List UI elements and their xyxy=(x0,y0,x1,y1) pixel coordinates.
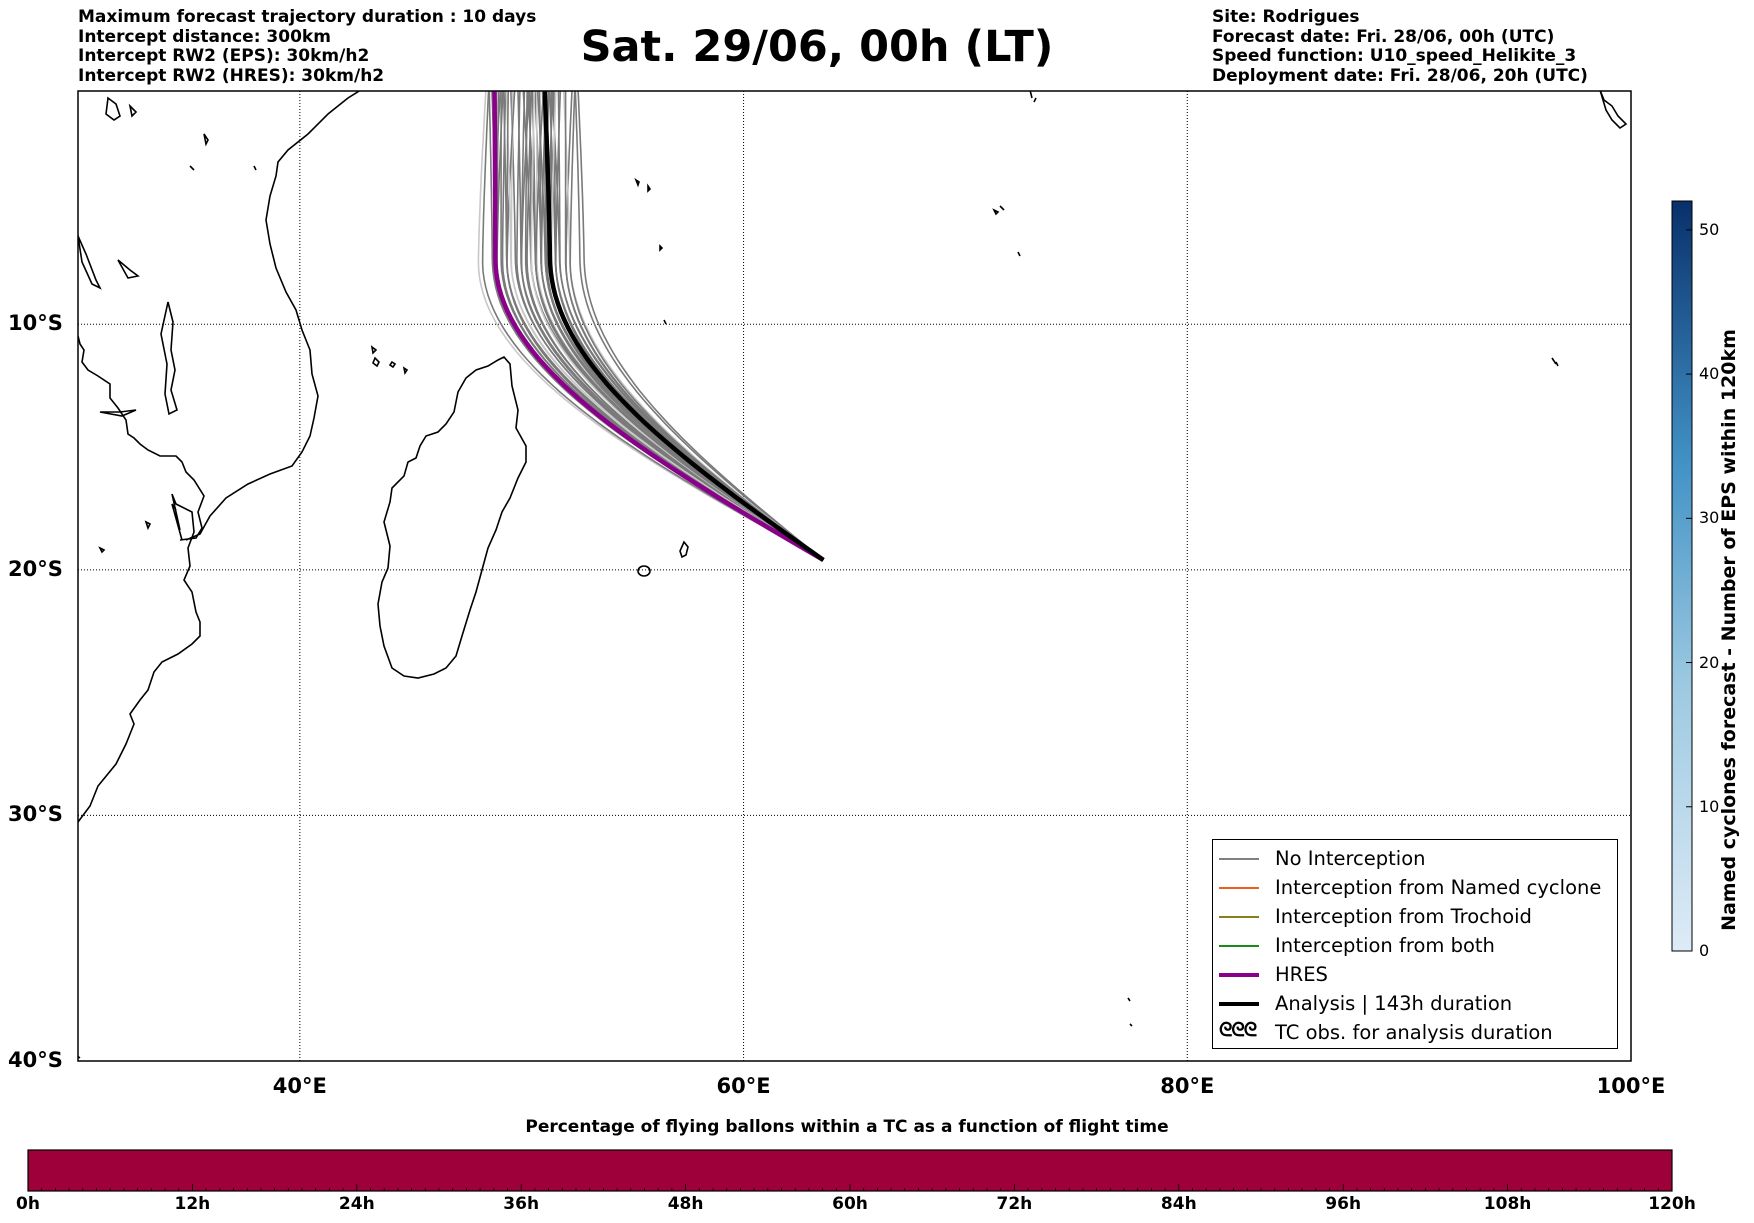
eps-trajectory xyxy=(535,91,824,561)
eps-trajectory xyxy=(551,91,824,561)
legend-label: Analysis | 143h duration xyxy=(1275,992,1513,1015)
eps-trajectory xyxy=(505,91,824,561)
eps-trajectory xyxy=(569,91,824,561)
zanzibar-islands xyxy=(78,96,257,554)
colorbar-tick-label: 0 xyxy=(1699,941,1710,960)
percentage-bar-title: Percentage of flying ballons within a TC… xyxy=(525,1117,1169,1137)
coastlines xyxy=(78,91,1628,1059)
legend-item: No Interception xyxy=(1213,844,1617,873)
legend-swatch xyxy=(1219,887,1259,889)
header-left-line: Intercept RW2 (HRES): 30km/h2 xyxy=(78,65,385,86)
page-title: Sat. 29/06, 00h (LT) xyxy=(580,22,1054,72)
lat-tick-label: 30°S xyxy=(8,802,63,827)
legend-label: Interception from Named cyclone xyxy=(1275,876,1602,899)
eps-trajectory xyxy=(577,91,824,561)
legend-item: Analysis | 143h duration xyxy=(1213,989,1617,1018)
header-right-line: Forecast date: Fri. 28/06, 00h (UTC) xyxy=(1212,26,1555,47)
lon-tick-label: 80°E xyxy=(1160,1074,1215,1098)
lat-tick-label: 10°S xyxy=(8,311,63,336)
header-right-line: Speed function: U10_speed_Helikite_3 xyxy=(1212,46,1577,66)
colorbar-tick-label: 50 xyxy=(1699,219,1720,239)
eps-trajectory xyxy=(477,91,824,561)
lat-tick-label: 20°S xyxy=(8,556,63,581)
seychelles-islands xyxy=(78,91,1628,1059)
percentage-tick-label: 72h xyxy=(996,1194,1033,1214)
eps-trajectory xyxy=(524,91,824,561)
colorbar-ticks xyxy=(1686,229,1692,952)
colorbar-tick-label: 30 xyxy=(1699,508,1720,528)
colorbar-label: Named cyclones forecast - Number of EPS … xyxy=(1718,329,1740,931)
header-right-line: Deployment date: Fri. 28/06, 20h (UTC) xyxy=(1212,65,1588,86)
eps-trajectory xyxy=(505,91,824,561)
hres-trajectory xyxy=(492,91,825,562)
percentage-tick-label: 60h xyxy=(832,1194,868,1214)
colorbar-tick-label: 40 xyxy=(1699,364,1720,384)
percentage-tick-label: 36h xyxy=(503,1194,540,1214)
legend-item: Interception from Named cyclone xyxy=(1213,873,1617,902)
eps-trajectory xyxy=(574,91,824,561)
percentage-tick-label: 120h xyxy=(1648,1194,1696,1214)
legend-label: Interception from Trochoid xyxy=(1275,905,1532,928)
legend-item: Interception from Trochoid xyxy=(1213,902,1617,931)
legend-swatch xyxy=(1219,916,1259,918)
legend-label: No Interception xyxy=(1275,847,1426,870)
legend-swatch xyxy=(1219,945,1259,947)
percentage-tick-label: 12h xyxy=(174,1194,211,1214)
eps-trajectory xyxy=(481,91,824,561)
percentage-tick-label: 84h xyxy=(1160,1194,1197,1214)
comoros-islands xyxy=(370,345,409,376)
legend-swatch xyxy=(1219,1002,1259,1006)
eps-trajectory xyxy=(562,91,824,561)
legend-item: Interception from both xyxy=(1213,931,1617,960)
header-left-line: Maximum forecast trajectory duration : 1… xyxy=(78,7,537,27)
lon-tick-label: 40°E xyxy=(272,1074,327,1098)
madagascar-coastline xyxy=(377,356,527,679)
lon-tick-label: 60°E xyxy=(716,1074,771,1098)
percentage-tick-label: 48h xyxy=(667,1194,704,1214)
legend-swatch xyxy=(1219,858,1259,860)
colorbar-tick-label: 10 xyxy=(1699,796,1720,816)
analysis-trajectory xyxy=(542,91,825,562)
header-left-line: Intercept distance: 300km xyxy=(78,26,331,47)
legend-label: TC obs. for analysis duration xyxy=(1275,1021,1553,1044)
mauritius-island xyxy=(679,540,689,559)
reunion-island xyxy=(637,565,651,577)
eps-trajectory xyxy=(520,91,824,561)
lon-tick-label: 100°E xyxy=(1596,1074,1666,1098)
legend-swatch xyxy=(1219,973,1259,977)
header-left-line: Intercept RW2 (EPS): 30km/h2 xyxy=(78,46,370,66)
colorbar-tick-label: 20 xyxy=(1699,652,1720,672)
africa-coastline xyxy=(78,91,361,823)
percentage-tick-label: 24h xyxy=(338,1194,375,1214)
header-left-info: Maximum forecast trajectory duration : 1… xyxy=(78,7,537,86)
map-gridlines xyxy=(78,91,1631,1061)
lat-tick-label: 40°S xyxy=(8,1048,63,1072)
header-right-info: Site: Rodrigues Forecast date: Fri. 28/06… xyxy=(1212,7,1588,86)
header-right-line: Site: Rodrigues xyxy=(1212,7,1360,27)
trajectories xyxy=(477,91,825,562)
percentage-tick-label: 0h xyxy=(16,1194,40,1214)
legend-item: HRES xyxy=(1213,960,1617,989)
percentage-bar-ticks xyxy=(27,1184,1673,1191)
legend-label: HRES xyxy=(1275,963,1328,986)
colorbar xyxy=(1671,200,1693,952)
map-frame xyxy=(77,90,1632,1062)
tc-obs-icon: ᘓᘓᘓ xyxy=(1219,1019,1257,1041)
percentage-tick-label: 108h xyxy=(1483,1194,1532,1214)
percentage-tick-label: 96h xyxy=(1325,1194,1362,1214)
legend-label: Interception from both xyxy=(1275,934,1495,957)
legend-item: ᘓᘓᘓ TC obs. for analysis duration xyxy=(1213,1018,1617,1047)
legend: No Interception Interception from Named c… xyxy=(1212,839,1618,1049)
